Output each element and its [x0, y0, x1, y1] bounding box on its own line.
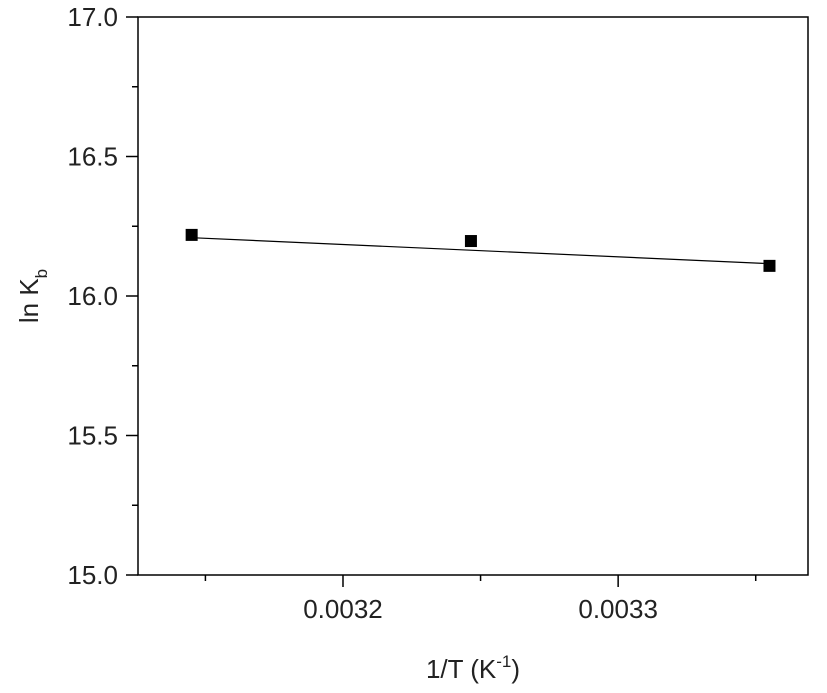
x-tick-label: 0.0033 — [578, 594, 658, 624]
y-tick-label: 15.0 — [67, 560, 118, 590]
y-label-text: ln K — [14, 278, 44, 323]
data-point — [464, 235, 477, 248]
x-label-tail: ) — [511, 654, 520, 684]
y-axis-label: ln Kb — [14, 269, 51, 323]
data-point — [185, 228, 198, 241]
x-label-text: 1/T (K — [426, 654, 497, 684]
y-tick-label: 15.5 — [67, 421, 118, 451]
fit-line — [191, 237, 770, 265]
x-tick-label: 0.0032 — [303, 594, 383, 624]
x-label-sup: -1 — [496, 652, 511, 671]
y-tick-label: 16.5 — [67, 142, 118, 172]
x-axis-label: 1/T (K-1) — [426, 652, 520, 684]
plot-frame — [137, 16, 809, 576]
data-point — [763, 259, 776, 272]
y-tick-label: 16.0 — [67, 281, 118, 311]
y-tick-label: 17.0 — [67, 2, 118, 32]
y-label-sub: b — [32, 269, 51, 278]
